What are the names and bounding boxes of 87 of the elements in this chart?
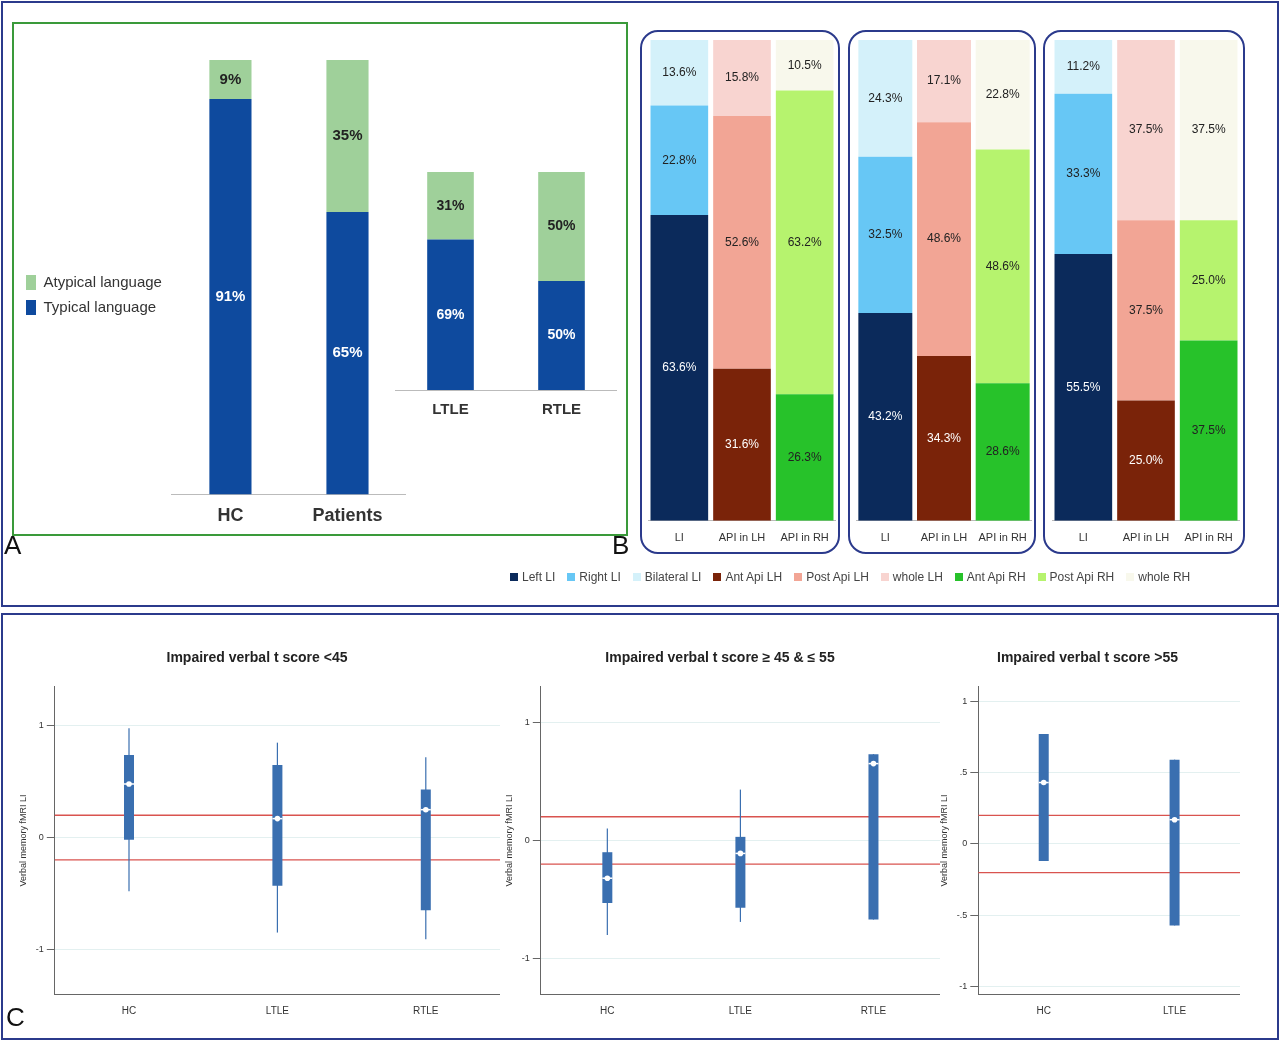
y-axis-title: Verbal memory fMRI LI	[17, 794, 28, 887]
y-tick-label: 1	[524, 716, 530, 727]
legend-label: Bilateral LI	[643, 570, 702, 584]
y-tick-label: -.5	[956, 909, 968, 920]
x-tick-label: LTLE	[728, 1004, 753, 1016]
y-tick-label: 0	[38, 832, 44, 843]
data-label: 24.3%	[868, 90, 903, 105]
y-axis-title: Verbal memory fMRI LI	[938, 794, 949, 887]
x-tick-label: LI	[674, 531, 684, 544]
chart-title: Impaired verbal t score >55	[997, 649, 1179, 666]
x-tick-label: API in RH	[780, 531, 829, 544]
legend-label: Right LI	[578, 570, 621, 584]
data-label: 22.8%	[662, 152, 697, 167]
x-tick-label: HC	[217, 505, 244, 526]
data-label: 48.6%	[926, 231, 962, 246]
x-tick-label: LTLE	[265, 1004, 290, 1016]
data-label: 37.5%	[1128, 122, 1164, 137]
y-axis-title: Verbal memory fMRI LI	[503, 794, 514, 887]
data-label: 55.5%	[1066, 379, 1101, 394]
x-tick-label: API in RH	[1184, 531, 1233, 544]
legend-label: Ant Api RH	[965, 570, 1026, 584]
x-tick-label: RTLE	[860, 1004, 887, 1016]
y-tick-label: 0	[962, 838, 968, 849]
data-label: 28.6%	[985, 444, 1021, 459]
data-label: 37.5%	[1191, 422, 1227, 437]
data-label: 37.5%	[1191, 122, 1227, 137]
x-tick-label: API in LH	[920, 531, 968, 544]
data-label: 22.8%	[985, 87, 1021, 102]
data-label: 50%	[547, 217, 577, 234]
x-tick-label: HC	[1036, 1004, 1051, 1016]
data-label: 17.1%	[926, 73, 962, 88]
x-tick-label: LI	[1078, 531, 1088, 544]
x-tick-label: API in RH	[978, 531, 1027, 544]
data-label: 33.3%	[1066, 166, 1101, 181]
x-tick-label: HC	[121, 1004, 137, 1016]
data-label: 63.6%	[662, 360, 697, 375]
data-label: 31.6%	[724, 437, 760, 452]
data-label: 63.2%	[787, 234, 823, 249]
y-tick-label: .5	[959, 767, 968, 778]
data-label: 10.5%	[787, 57, 823, 72]
legend-label: Typical language	[43, 297, 157, 315]
data-label: 11.2%	[1066, 59, 1101, 74]
legend-label: Ant Api LH	[724, 570, 783, 584]
text: C	[6, 1002, 25, 1033]
data-label: 32.5%	[868, 227, 903, 242]
data-label: 26.3%	[787, 449, 823, 464]
data-label: 13.6%	[662, 65, 697, 80]
x-tick-label: LTLE	[432, 400, 469, 418]
text: A	[4, 530, 22, 561]
data-label: 25.0%	[1191, 272, 1227, 287]
data-label: 50%	[547, 326, 577, 343]
y-tick-label: -1	[959, 981, 968, 992]
data-label: 35%	[332, 126, 363, 144]
y-tick-label: 1	[962, 695, 968, 706]
data-label: 15.8%	[724, 70, 760, 85]
x-tick-label: LTLE	[1162, 1004, 1187, 1016]
legend-label: Post Api RH	[1048, 570, 1115, 584]
x-tick-label: Patients	[312, 505, 383, 526]
data-label: 65%	[332, 343, 363, 361]
legend-label: Left LI	[521, 570, 556, 584]
data-label: 91%	[215, 286, 246, 304]
x-tick-label: RTLE	[413, 1004, 439, 1016]
x-tick-label: LI	[880, 531, 890, 544]
data-label: 31%	[436, 196, 466, 213]
data-label: 69%	[436, 305, 466, 322]
legend-label: Atypical language	[43, 272, 162, 290]
x-tick-label: API in LH	[1122, 531, 1170, 544]
data-label: 52.6%	[724, 234, 760, 249]
x-tick-label: RTLE	[541, 400, 582, 418]
x-tick-label: API in LH	[718, 531, 766, 544]
data-label: 43.2%	[868, 409, 903, 424]
text: B	[612, 530, 630, 561]
y-tick-label: 0	[524, 834, 530, 845]
data-label: 37.5%	[1128, 302, 1164, 317]
data-label: 9%	[219, 69, 242, 87]
y-tick-label: 1	[38, 720, 44, 731]
x-tick-label: HC	[600, 1004, 615, 1016]
chart-title: Impaired verbal t score ≥ 45 & ≤ 55	[605, 649, 835, 666]
data-label: 48.6%	[985, 258, 1021, 273]
legend-label: Post Api LH	[805, 570, 869, 584]
legend-label: whole RH	[1137, 570, 1191, 584]
data-label: 25.0%	[1128, 453, 1164, 468]
data-label: 34.3%	[926, 430, 962, 445]
chart-title: Impaired verbal t score <45	[166, 649, 348, 666]
y-tick-label: -1	[521, 953, 530, 964]
legend-label: whole LH	[891, 570, 943, 584]
y-tick-label: -1	[35, 943, 44, 954]
